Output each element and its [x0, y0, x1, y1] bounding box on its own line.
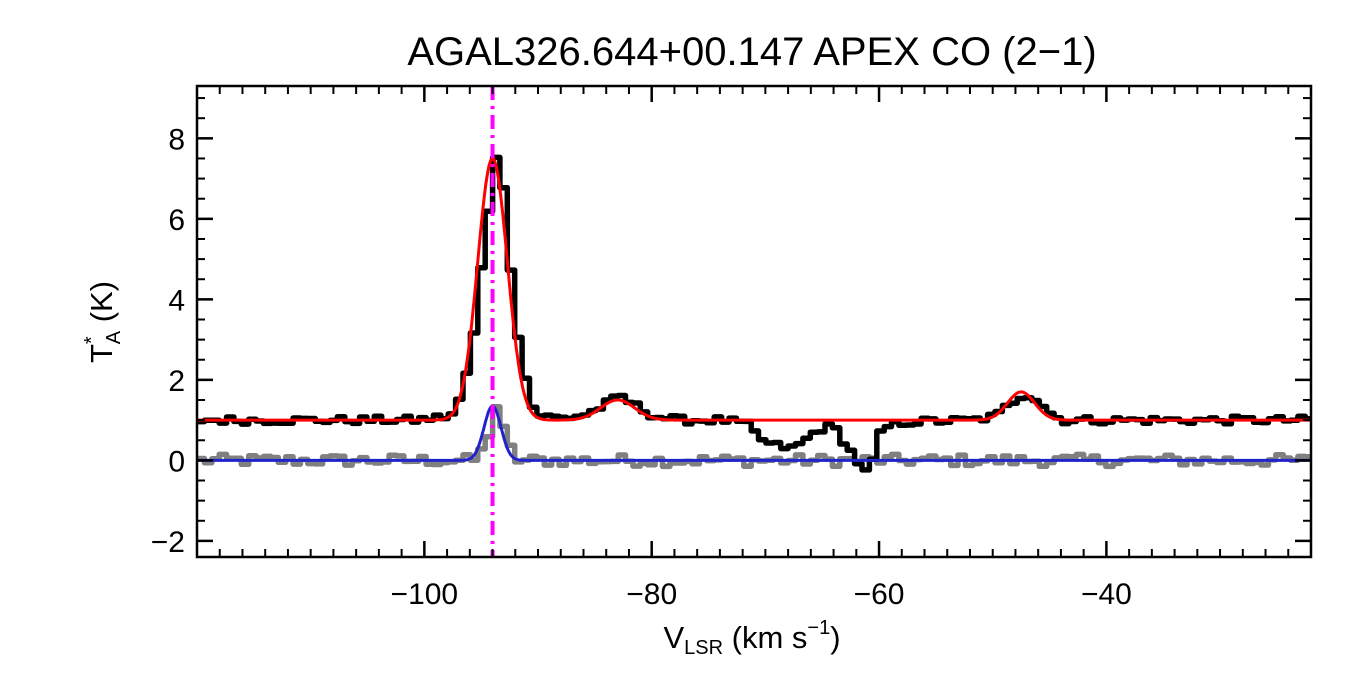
- x-tick-label: −80: [626, 578, 677, 611]
- axes: −100 −80 −60 −40 −2 0 2 4 6 8: [151, 84, 1313, 611]
- y-tick-label: 6: [168, 204, 185, 237]
- y-axis-label: T*A (K): [81, 281, 125, 363]
- fit-series: [197, 157, 1311, 422]
- y-tick-label: 8: [168, 123, 185, 156]
- component-series: [197, 404, 1311, 462]
- x-tick-label: −40: [1081, 578, 1132, 611]
- y-tick-label: 0: [168, 445, 185, 478]
- x-axis-label: VLSR (km s−1): [663, 617, 840, 659]
- plot-area: [197, 86, 1311, 557]
- y-tick-label: −2: [151, 526, 185, 559]
- y-tick-label: 4: [168, 284, 185, 317]
- plot-frame: [195, 84, 1313, 559]
- x-tick-label: −100: [391, 578, 459, 611]
- spectrum-series: [197, 154, 1311, 473]
- y-tick-label: 2: [168, 365, 185, 398]
- x-tick-label: −60: [854, 578, 905, 611]
- chart-title: AGAL326.644+00.147 APEX CO (2−1): [407, 30, 1096, 74]
